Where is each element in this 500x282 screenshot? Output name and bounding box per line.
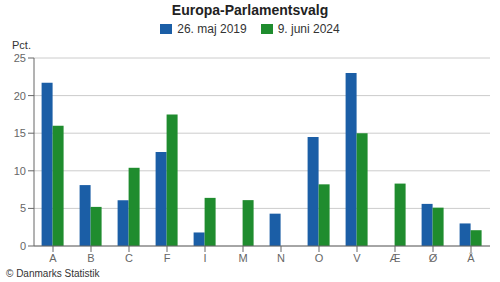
svg-text:Æ: Æ — [390, 252, 401, 264]
svg-text:10: 10 — [14, 165, 26, 177]
html-text:Europa-Parlamentsvalg: Europa-Parlamentsvalg — [171, 2, 329, 18]
svg-text:M: M — [238, 252, 247, 264]
svg-text:Å: Å — [467, 252, 475, 264]
svg-text:20: 20 — [14, 90, 26, 102]
svg-text:0: 0 — [20, 240, 26, 252]
svg-text:V: V — [353, 252, 361, 264]
svg-text:Ø: Ø — [429, 252, 438, 264]
svg-text:25: 25 — [14, 52, 26, 64]
svg-text:A: A — [49, 252, 57, 264]
html-text:26. maj 2019: 26. maj 2019 — [177, 22, 247, 36]
html-text:Pct.: Pct. — [12, 39, 31, 51]
svg-text:F: F — [164, 252, 171, 264]
svg-text:I: I — [203, 252, 206, 264]
svg-text:15: 15 — [14, 127, 26, 139]
svg-text:B: B — [87, 252, 94, 264]
html-text:9. juni 2024: 9. juni 2024 — [277, 22, 340, 36]
html-text:© Danmarks Statistik: © Danmarks Statistik — [6, 268, 100, 279]
svg-text:O: O — [315, 252, 324, 264]
svg-text:C: C — [125, 252, 133, 264]
svg-text:5: 5 — [20, 202, 26, 214]
svg-text:N: N — [277, 252, 285, 264]
